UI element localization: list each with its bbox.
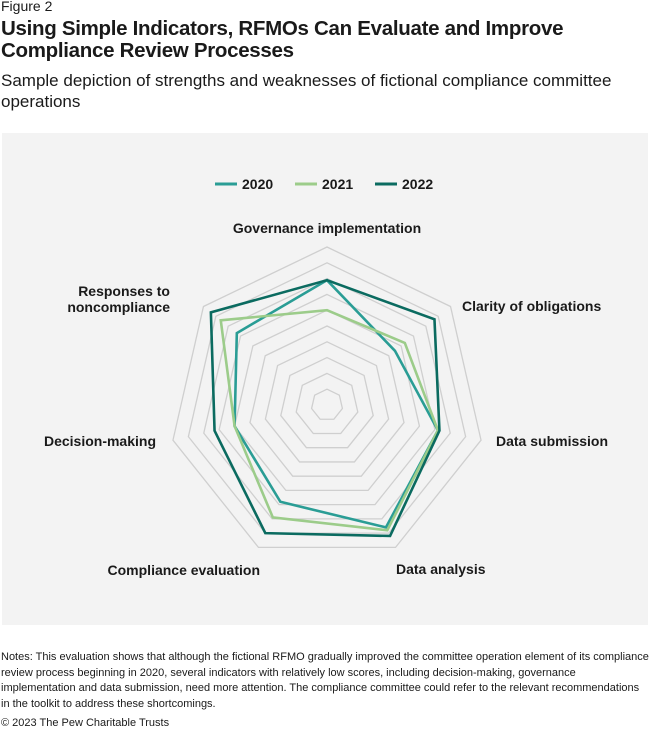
series-2022: [209, 278, 441, 538]
grid-ring: [249, 325, 405, 477]
chart-title: Using Simple Indicators, RFMOs Can Evalu…: [1, 17, 564, 62]
axis-label: Clarity of obligations: [462, 298, 601, 314]
figure-label: Figure 2: [1, 0, 53, 14]
axis-label: Data submission: [496, 433, 608, 449]
series-2021: [219, 308, 440, 532]
grid-ring: [280, 356, 374, 449]
legend-label: 2022: [402, 176, 433, 192]
chart-panel: [2, 133, 648, 625]
grid-ring: [172, 246, 482, 549]
axis-label: Compliance evaluation: [108, 562, 260, 578]
legend-label: 2021: [322, 176, 353, 192]
copyright: © 2023 The Pew Charitable Trusts: [1, 717, 170, 729]
axis-label: Decision-making: [44, 433, 156, 449]
chart-subtitle: Sample depiction of strengths and weakne…: [1, 71, 612, 111]
legend-label: 2020: [242, 176, 273, 192]
grid-ring: [295, 372, 359, 435]
axis-label: Responses to noncompliance: [67, 283, 170, 315]
grid-ring: [264, 341, 390, 463]
axis-label: Governance implementation: [233, 220, 421, 236]
grid-ring: [233, 309, 421, 492]
axis-label: Data analysis: [396, 561, 486, 577]
series-2020: [233, 278, 440, 529]
grid-ring: [310, 388, 344, 420]
notes: Notes: This evaluation shows that althou…: [1, 651, 649, 710]
